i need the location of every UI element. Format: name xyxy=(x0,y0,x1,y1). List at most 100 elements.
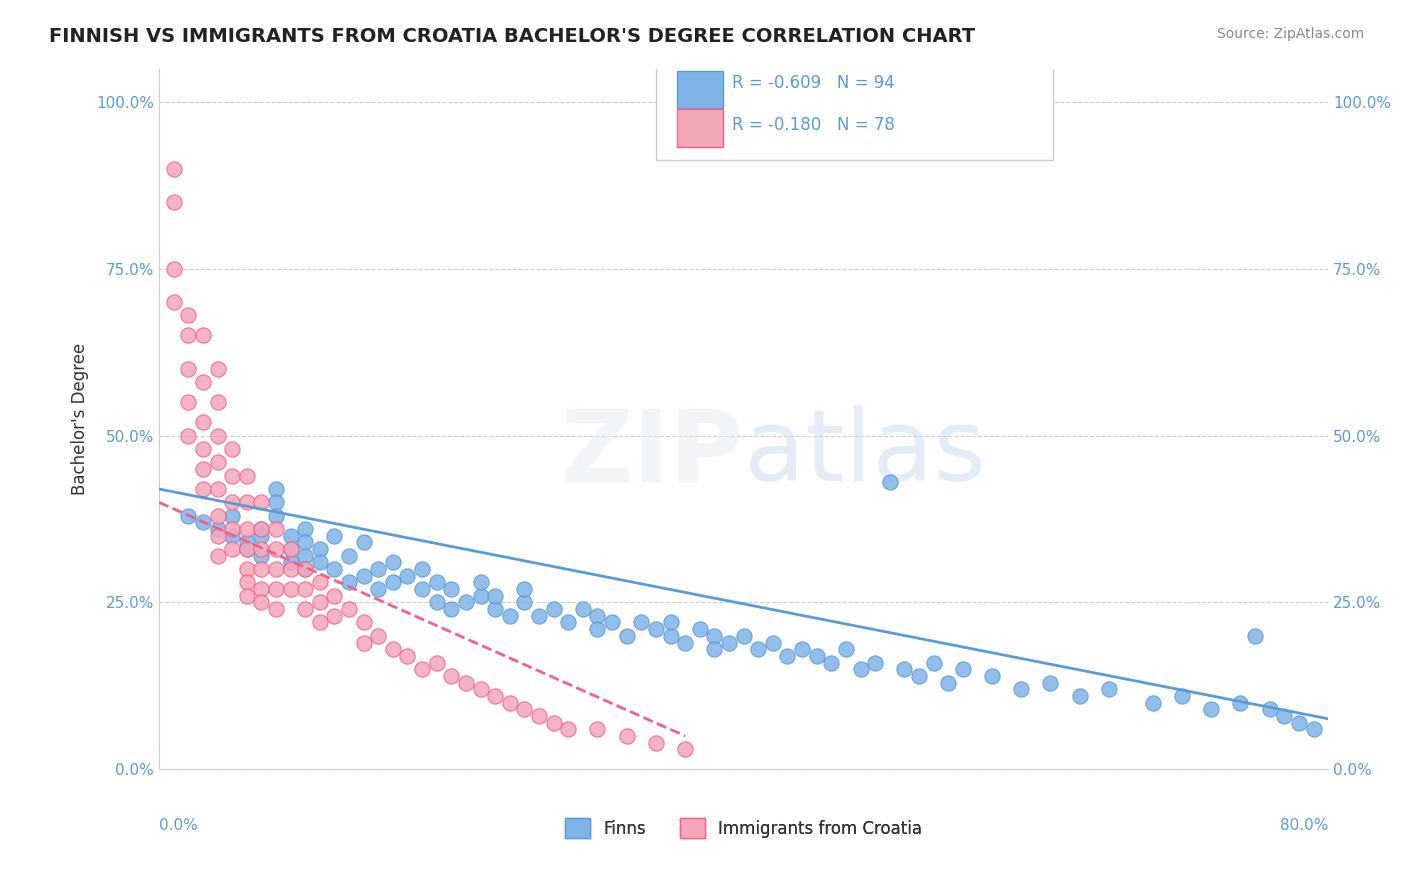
Point xyxy=(323,608,346,623)
Text: 0.0%: 0.0% xyxy=(159,818,198,833)
Point xyxy=(207,362,229,376)
Point xyxy=(337,549,360,563)
Point xyxy=(396,568,419,582)
Point xyxy=(235,468,257,483)
Point xyxy=(235,495,257,509)
Point xyxy=(586,622,609,636)
Point xyxy=(294,602,316,616)
Point xyxy=(191,462,214,476)
Text: Source: ZipAtlas.com: Source: ZipAtlas.com xyxy=(1216,27,1364,41)
Point xyxy=(1098,682,1121,697)
Point xyxy=(543,602,565,616)
Text: ZIP: ZIP xyxy=(561,406,744,502)
Point xyxy=(294,522,316,536)
Point xyxy=(981,669,1004,683)
Point xyxy=(849,662,872,676)
Point xyxy=(659,615,682,630)
Point xyxy=(221,468,243,483)
Point xyxy=(221,442,243,456)
Point xyxy=(616,629,638,643)
Point xyxy=(1010,682,1032,697)
Point xyxy=(294,549,316,563)
Point xyxy=(177,362,200,376)
FancyBboxPatch shape xyxy=(676,70,723,109)
Point xyxy=(1244,629,1267,643)
Point xyxy=(616,729,638,743)
Point xyxy=(790,642,813,657)
Point xyxy=(717,635,740,649)
Point xyxy=(893,662,915,676)
Point xyxy=(191,442,214,456)
Point xyxy=(264,582,287,596)
Point xyxy=(645,736,668,750)
Point xyxy=(235,522,257,536)
Point xyxy=(264,495,287,509)
Point xyxy=(673,742,696,756)
Point xyxy=(323,589,346,603)
Point xyxy=(337,575,360,590)
Point xyxy=(353,535,375,549)
Point xyxy=(630,615,652,630)
Point xyxy=(703,642,725,657)
Point xyxy=(353,568,375,582)
Point xyxy=(207,455,229,469)
Point xyxy=(294,582,316,596)
Point xyxy=(323,529,346,543)
Point xyxy=(177,395,200,409)
Point xyxy=(264,602,287,616)
Point xyxy=(659,629,682,643)
Point xyxy=(703,629,725,643)
Point xyxy=(1229,696,1251,710)
Point xyxy=(250,495,273,509)
Point xyxy=(308,542,330,557)
Point xyxy=(250,582,273,596)
Point xyxy=(221,542,243,557)
Point xyxy=(207,428,229,442)
Legend: Finns, Immigrants from Croatia: Finns, Immigrants from Croatia xyxy=(558,812,928,845)
Point xyxy=(235,562,257,576)
Point xyxy=(1272,709,1295,723)
Point xyxy=(470,682,492,697)
Text: atlas: atlas xyxy=(744,406,986,502)
Point xyxy=(191,516,214,530)
Point xyxy=(673,635,696,649)
Point xyxy=(221,529,243,543)
Point xyxy=(1199,702,1222,716)
Point xyxy=(280,542,302,557)
Point xyxy=(235,542,257,557)
Point xyxy=(308,556,330,570)
Point xyxy=(207,549,229,563)
Point xyxy=(1039,675,1062,690)
Point xyxy=(1069,689,1091,703)
Point xyxy=(264,562,287,576)
Point xyxy=(952,662,974,676)
Point xyxy=(323,562,346,576)
Point xyxy=(1258,702,1281,716)
Point xyxy=(308,575,330,590)
Point xyxy=(1142,696,1164,710)
Point xyxy=(280,542,302,557)
Point xyxy=(835,642,858,657)
Point xyxy=(411,662,433,676)
Point xyxy=(250,522,273,536)
Point xyxy=(426,656,449,670)
Text: R = -0.609   N = 94: R = -0.609 N = 94 xyxy=(733,73,894,92)
Point xyxy=(207,482,229,496)
Point xyxy=(163,161,186,176)
Point xyxy=(235,535,257,549)
Point xyxy=(484,602,506,616)
Point xyxy=(163,261,186,276)
Point xyxy=(177,508,200,523)
Point xyxy=(235,542,257,557)
Point xyxy=(820,656,842,670)
Point xyxy=(250,549,273,563)
Point xyxy=(586,723,609,737)
Point xyxy=(280,582,302,596)
Point xyxy=(353,635,375,649)
Point xyxy=(527,709,550,723)
Point xyxy=(353,615,375,630)
Point xyxy=(367,582,389,596)
Point xyxy=(557,615,579,630)
Point xyxy=(543,715,565,730)
Point xyxy=(411,562,433,576)
